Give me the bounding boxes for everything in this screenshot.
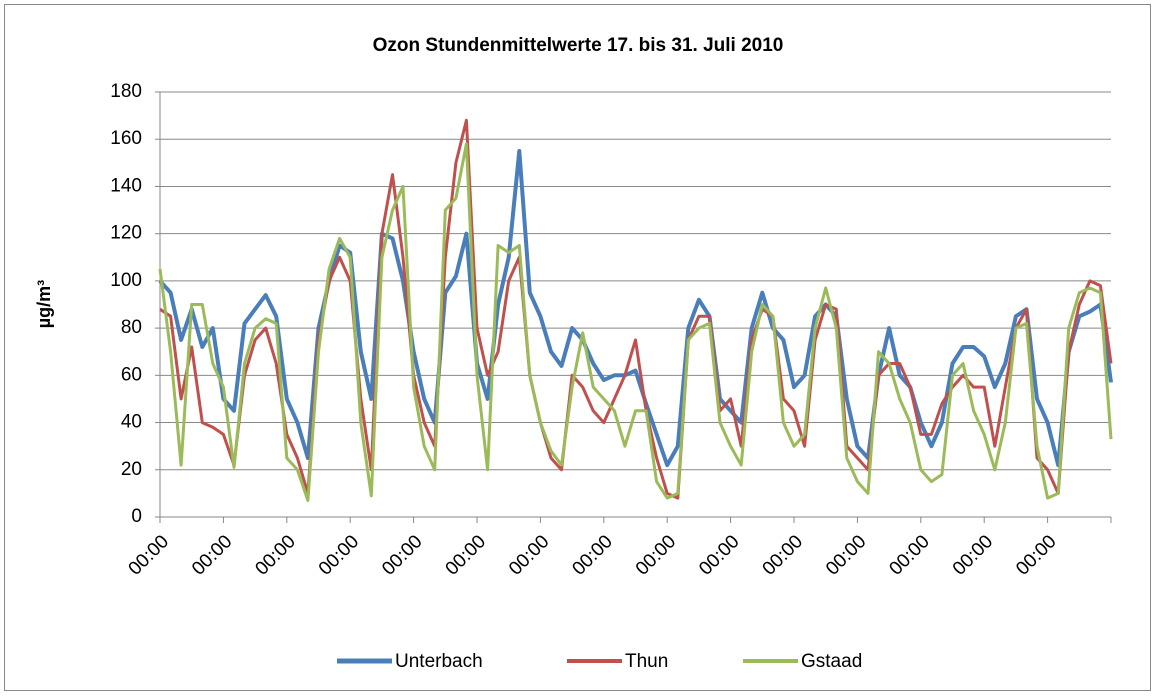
legend-label: Thun [625, 651, 668, 672]
y-tick-label: 120 [110, 223, 142, 244]
y-tick-label: 60 [121, 364, 142, 385]
chart-title: Ozon Stundenmittelwerte 17. bis 31. Juli… [373, 35, 784, 56]
series-line [158, 149, 1113, 468]
legend-label: Gstaad [801, 651, 862, 672]
y-tick-label: 40 [121, 412, 142, 433]
y-tick-label: 80 [121, 317, 142, 338]
chart-frame [4, 4, 1151, 691]
series-line [158, 142, 1113, 502]
y-tick-label: 0 [131, 506, 142, 527]
y-tick-label: 100 [110, 270, 142, 291]
legend-label: Unterbach [395, 651, 483, 672]
y-tick-label: 140 [110, 175, 142, 196]
y-tick-label: 160 [110, 128, 142, 149]
y-tick-label: 20 [121, 459, 142, 480]
y-axis-label: µg/m³ [34, 280, 54, 328]
y-tick-label: 180 [110, 81, 142, 102]
